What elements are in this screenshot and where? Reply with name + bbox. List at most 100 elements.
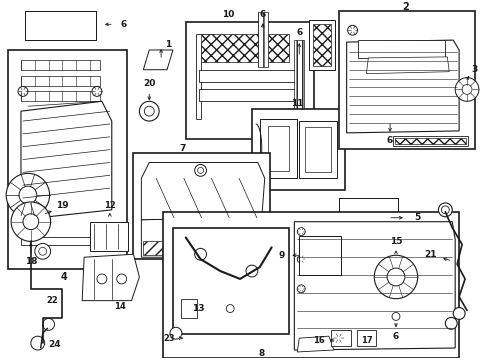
Circle shape: [35, 243, 50, 259]
Bar: [173, 228, 289, 334]
Text: 20: 20: [143, 79, 155, 88]
Circle shape: [194, 248, 206, 260]
Circle shape: [139, 101, 159, 121]
Bar: [338, 198, 397, 238]
Text: 13: 13: [192, 304, 204, 313]
Text: 10: 10: [222, 10, 234, 19]
Circle shape: [438, 203, 451, 217]
Circle shape: [226, 305, 234, 312]
Circle shape: [386, 268, 404, 286]
Bar: [25, 10, 96, 40]
Circle shape: [391, 312, 399, 320]
Bar: [259, 119, 297, 178]
Text: 22: 22: [46, 296, 58, 305]
Text: 6: 6: [296, 28, 302, 37]
Text: 6: 6: [392, 332, 398, 341]
Circle shape: [297, 228, 305, 235]
Circle shape: [194, 165, 206, 176]
Text: 23: 23: [163, 334, 174, 343]
Polygon shape: [28, 101, 102, 106]
Text: 2: 2: [402, 1, 408, 12]
Circle shape: [23, 214, 39, 230]
Bar: [299, 121, 336, 178]
Bar: [251, 109, 344, 190]
Bar: [394, 138, 465, 144]
Polygon shape: [82, 254, 139, 301]
Circle shape: [454, 78, 478, 101]
Bar: [312, 24, 330, 66]
Circle shape: [245, 265, 257, 277]
Bar: [25, 10, 96, 40]
Text: 5: 5: [414, 213, 420, 222]
Bar: [392, 136, 467, 146]
Circle shape: [31, 336, 44, 350]
Circle shape: [441, 206, 448, 214]
Bar: [163, 212, 458, 358]
Circle shape: [18, 86, 28, 96]
Circle shape: [297, 285, 305, 293]
Text: 6: 6: [120, 20, 126, 29]
Text: 9: 9: [278, 251, 284, 260]
Circle shape: [297, 255, 305, 263]
Polygon shape: [297, 336, 333, 352]
Text: 11: 11: [290, 99, 303, 108]
Bar: [198, 89, 297, 101]
Bar: [299, 235, 340, 275]
Bar: [198, 70, 297, 82]
Text: 4: 4: [61, 272, 68, 282]
Polygon shape: [195, 34, 215, 119]
Text: 19: 19: [56, 201, 69, 210]
Polygon shape: [143, 50, 173, 70]
Circle shape: [452, 307, 464, 319]
Circle shape: [170, 327, 182, 339]
Circle shape: [6, 174, 49, 217]
Bar: [21, 60, 100, 70]
Circle shape: [19, 186, 37, 204]
Bar: [338, 198, 397, 238]
Bar: [21, 238, 110, 246]
Polygon shape: [294, 222, 454, 350]
Bar: [338, 10, 474, 149]
Circle shape: [461, 85, 471, 94]
Bar: [143, 242, 251, 255]
Circle shape: [11, 202, 50, 242]
Text: 24: 24: [48, 339, 61, 348]
Circle shape: [39, 247, 46, 255]
Text: 12: 12: [104, 201, 116, 210]
Polygon shape: [21, 101, 112, 220]
Bar: [294, 40, 304, 119]
Bar: [21, 91, 100, 101]
Text: 1: 1: [164, 40, 171, 49]
Text: 21: 21: [424, 250, 436, 259]
Polygon shape: [346, 40, 458, 133]
Text: 3: 3: [471, 65, 477, 74]
Polygon shape: [366, 57, 448, 74]
Bar: [356, 330, 375, 346]
Text: 6: 6: [259, 10, 265, 19]
Bar: [358, 40, 445, 58]
Bar: [305, 127, 330, 172]
Text: 8: 8: [258, 350, 264, 359]
Bar: [181, 299, 196, 318]
Bar: [330, 330, 350, 346]
Circle shape: [97, 274, 106, 284]
Bar: [21, 76, 100, 86]
Text: 15: 15: [389, 237, 402, 246]
Circle shape: [347, 25, 357, 35]
Circle shape: [92, 86, 102, 96]
Text: 14: 14: [114, 302, 125, 311]
Text: 18: 18: [24, 257, 37, 266]
Text: 7: 7: [179, 144, 185, 153]
Bar: [200, 34, 289, 62]
Polygon shape: [141, 218, 264, 257]
Text: 17: 17: [360, 336, 371, 345]
Bar: [185, 22, 313, 139]
Bar: [257, 13, 267, 67]
Polygon shape: [141, 162, 264, 220]
Circle shape: [373, 255, 417, 299]
Bar: [8, 50, 126, 269]
Bar: [308, 21, 334, 70]
Bar: [133, 153, 269, 259]
Circle shape: [197, 167, 203, 174]
Bar: [90, 222, 127, 251]
